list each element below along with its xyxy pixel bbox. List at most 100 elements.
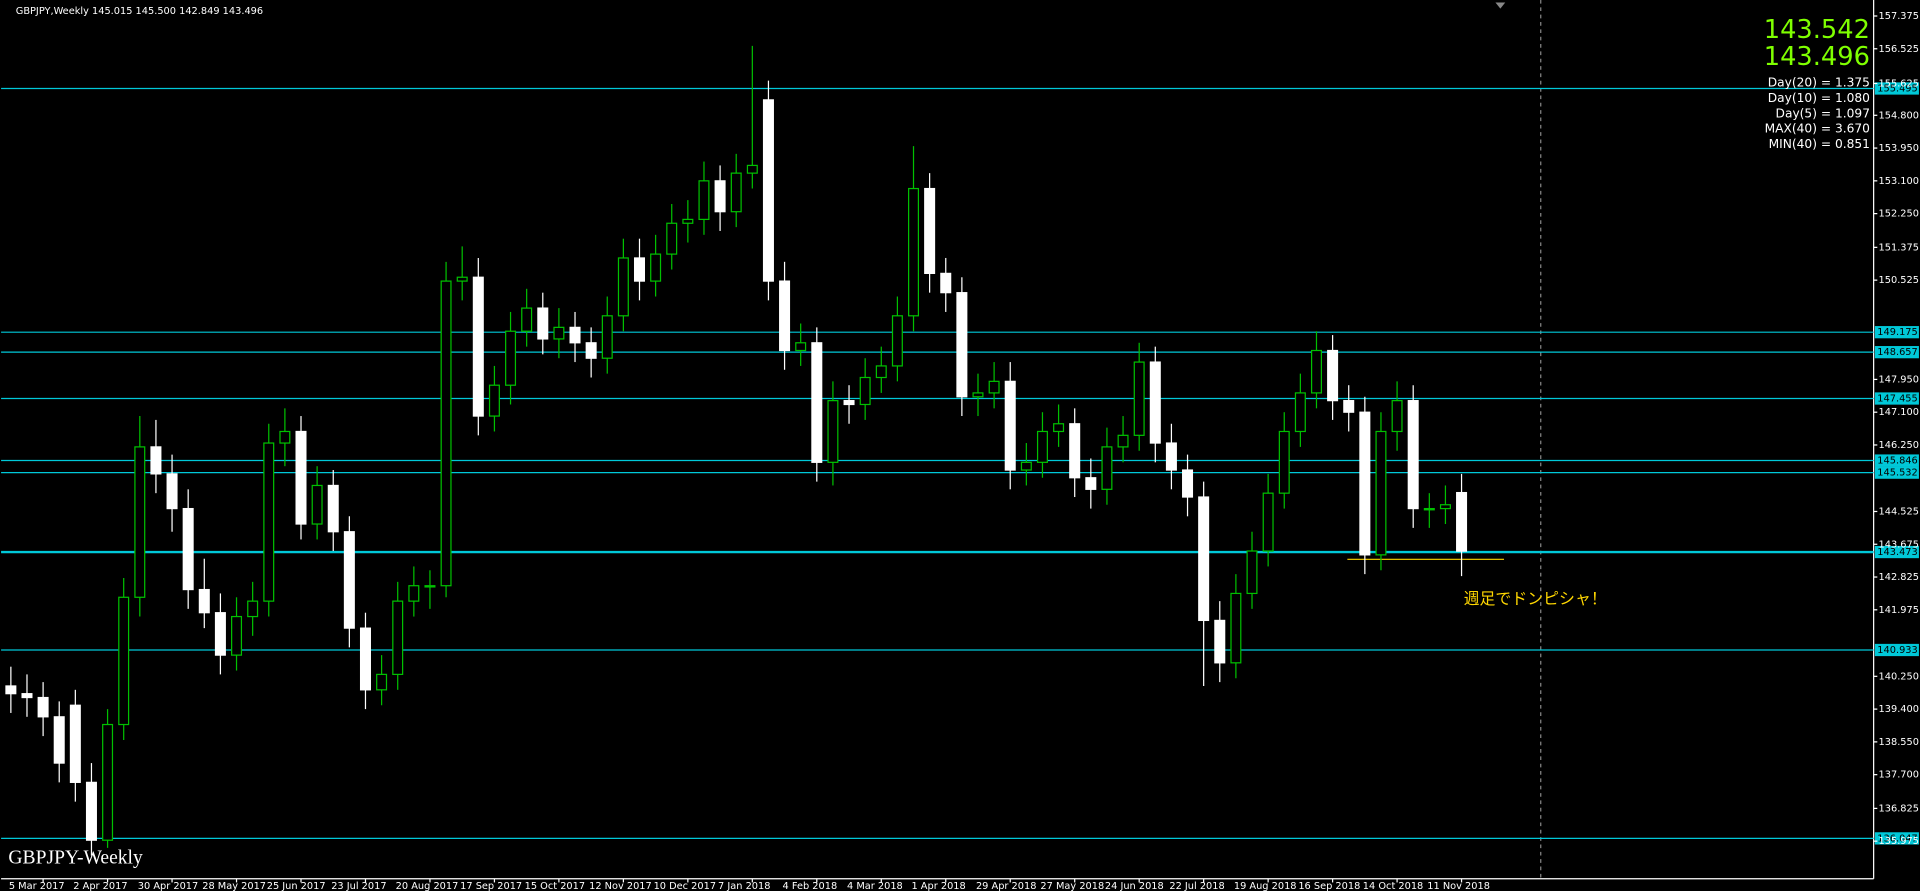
candle-body bbox=[440, 280, 452, 587]
candle-body bbox=[1294, 392, 1306, 433]
candle-body bbox=[988, 380, 1000, 394]
level-label: 143.473 bbox=[1877, 547, 1917, 558]
candle-body bbox=[488, 384, 500, 417]
x-tick-label: 16 Sep 2018 bbox=[1298, 881, 1360, 891]
candle-body bbox=[311, 484, 323, 525]
y-tick-label: 154.800 bbox=[1879, 110, 1919, 121]
candle-body bbox=[714, 180, 726, 213]
level-label-box bbox=[1874, 643, 1919, 657]
level-label: 145.846 bbox=[1877, 456, 1917, 467]
candle-body bbox=[327, 484, 339, 533]
candle-body bbox=[746, 164, 758, 174]
candle-body bbox=[166, 473, 178, 510]
x-tick-label: 24 Jun 2018 bbox=[1105, 881, 1164, 891]
x-tick-label: 7 Jan 2018 bbox=[718, 881, 770, 891]
y-tick-label: 157.375 bbox=[1879, 11, 1919, 22]
candle-body bbox=[85, 781, 97, 841]
bid-price: 143.496 bbox=[1764, 42, 1870, 72]
candle-body bbox=[908, 187, 920, 317]
candle-body bbox=[343, 531, 355, 629]
x-tick-label: 11 Nov 2018 bbox=[1427, 881, 1490, 891]
candle-body bbox=[376, 673, 388, 691]
candle-body bbox=[1020, 461, 1032, 471]
level-label-box bbox=[1874, 392, 1919, 405]
x-tick-label: 19 Aug 2018 bbox=[1234, 881, 1297, 891]
candle-body bbox=[1101, 446, 1113, 490]
candle-body bbox=[1327, 349, 1339, 402]
level-label: 140.933 bbox=[1877, 645, 1917, 656]
y-tick-label: 140.250 bbox=[1879, 671, 1919, 682]
y-tick-label: 147.100 bbox=[1879, 407, 1919, 418]
candle-body bbox=[1133, 361, 1145, 436]
level-label-box bbox=[1874, 454, 1919, 467]
level-label: 149.175 bbox=[1877, 327, 1917, 338]
candle-body bbox=[1198, 496, 1210, 622]
candle-body bbox=[1085, 477, 1097, 490]
candle-body bbox=[1343, 400, 1355, 413]
levels: 155.495 149.175 148.657 147.455 145.846145.5… bbox=[1, 82, 1919, 845]
candle-body bbox=[247, 600, 259, 618]
candle-body bbox=[972, 392, 984, 398]
candle-body bbox=[1262, 492, 1274, 552]
candle-body bbox=[779, 280, 791, 352]
x-tick-label: 10 Dec 2017 bbox=[654, 881, 717, 891]
candle-body bbox=[37, 696, 49, 718]
x-tick-label: 12 Nov 2017 bbox=[589, 881, 652, 891]
candle-body bbox=[198, 588, 210, 614]
y-tick-label: 142.825 bbox=[1879, 572, 1919, 583]
y-tick-label: 156.525 bbox=[1879, 44, 1919, 55]
level-label-box bbox=[1874, 466, 1919, 479]
info-line: MIN(40) = 0.851 bbox=[1769, 137, 1870, 151]
candle-body bbox=[811, 342, 823, 463]
candle-body bbox=[1036, 430, 1048, 463]
candle-body bbox=[859, 376, 871, 406]
level-label-box bbox=[1874, 832, 1919, 845]
candle-body bbox=[5, 685, 17, 695]
candle-body bbox=[682, 218, 694, 224]
candle-body bbox=[279, 430, 291, 444]
y-tick-label: 151.375 bbox=[1879, 242, 1919, 253]
x-tick-label: 25 Jun 2017 bbox=[267, 881, 326, 891]
candle-body bbox=[118, 596, 130, 726]
candle-body bbox=[827, 400, 839, 463]
candle-body bbox=[1230, 592, 1242, 664]
candle-body bbox=[1246, 550, 1258, 595]
ask-price: 143.542 bbox=[1764, 15, 1870, 45]
candle-body bbox=[875, 365, 887, 379]
candles bbox=[5, 45, 1468, 856]
level-label: 148.657 bbox=[1877, 347, 1917, 358]
y-tick-label: 141.975 bbox=[1879, 605, 1919, 616]
candle-body bbox=[1004, 380, 1016, 471]
candle-body bbox=[1165, 442, 1177, 471]
candle-body bbox=[924, 187, 936, 274]
candle-body bbox=[585, 342, 597, 359]
y-tick-label: 152.250 bbox=[1879, 209, 1919, 220]
candle-body bbox=[891, 315, 903, 367]
y-tick-label: 143.675 bbox=[1879, 539, 1919, 550]
candle-body bbox=[1278, 430, 1290, 494]
y-tick-label: 146.250 bbox=[1879, 440, 1919, 451]
candle-body bbox=[150, 446, 162, 475]
shift-marker bbox=[1495, 2, 1506, 9]
candle-body bbox=[940, 272, 952, 294]
candle-body bbox=[182, 507, 194, 591]
candle-body bbox=[1375, 430, 1387, 556]
level-label: 147.455 bbox=[1877, 394, 1917, 405]
candle-body bbox=[698, 180, 710, 221]
candle-body bbox=[537, 307, 549, 340]
x-tick-label: 15 Oct 2017 bbox=[525, 881, 585, 891]
candle-body bbox=[1214, 619, 1226, 664]
candle-body bbox=[795, 342, 807, 352]
candle-body bbox=[956, 292, 968, 398]
x-tick-label: 27 May 2018 bbox=[1040, 881, 1104, 891]
candle-body bbox=[1117, 434, 1129, 448]
level-label-box bbox=[1874, 346, 1919, 359]
x-tick-label: 29 Apr 2018 bbox=[976, 881, 1036, 891]
candle-body bbox=[263, 442, 275, 602]
candle-body bbox=[392, 600, 404, 676]
y-tick-label: 144.525 bbox=[1879, 506, 1919, 517]
candle-body bbox=[102, 723, 114, 841]
candle-body bbox=[1391, 400, 1403, 433]
y-tick-label: 153.100 bbox=[1879, 176, 1919, 187]
